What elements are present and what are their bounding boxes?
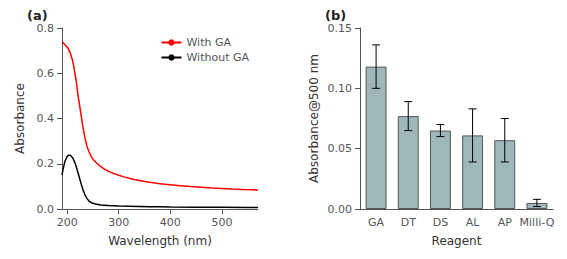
svg-text:AP: AP xyxy=(498,216,513,229)
svg-text:0.00: 0.00 xyxy=(328,203,353,216)
svg-text:AL: AL xyxy=(466,216,481,229)
svg-text:(a): (a) xyxy=(27,8,48,23)
svg-text:0.4: 0.4 xyxy=(37,112,55,125)
svg-text:(b): (b) xyxy=(325,8,346,23)
svg-text:400: 400 xyxy=(160,216,181,229)
svg-text:0.05: 0.05 xyxy=(328,142,353,155)
svg-text:0.2: 0.2 xyxy=(37,157,55,170)
svg-text:DT: DT xyxy=(401,216,416,229)
svg-text:GA: GA xyxy=(368,216,385,229)
svg-text:0.8: 0.8 xyxy=(37,22,55,35)
svg-text:0.6: 0.6 xyxy=(37,67,55,80)
svg-text:Absorbance: Absorbance xyxy=(13,83,27,154)
svg-text:Absorbance@500 nm: Absorbance@500 nm xyxy=(307,54,321,183)
svg-text:Milli-Q: Milli-Q xyxy=(520,216,555,229)
svg-text:500: 500 xyxy=(211,216,232,229)
svg-text:0.15: 0.15 xyxy=(328,22,353,35)
svg-text:300: 300 xyxy=(108,216,129,229)
svg-text:0.10: 0.10 xyxy=(328,82,353,95)
svg-text:200: 200 xyxy=(57,216,78,229)
svg-text:0.0: 0.0 xyxy=(37,203,55,216)
svg-text:DS: DS xyxy=(433,216,448,229)
svg-text:Wavelength (nm): Wavelength (nm) xyxy=(108,234,212,248)
svg-text:Without GA: Without GA xyxy=(186,51,249,64)
svg-text:Reagent: Reagent xyxy=(432,234,482,248)
svg-text:With GA: With GA xyxy=(186,36,231,49)
